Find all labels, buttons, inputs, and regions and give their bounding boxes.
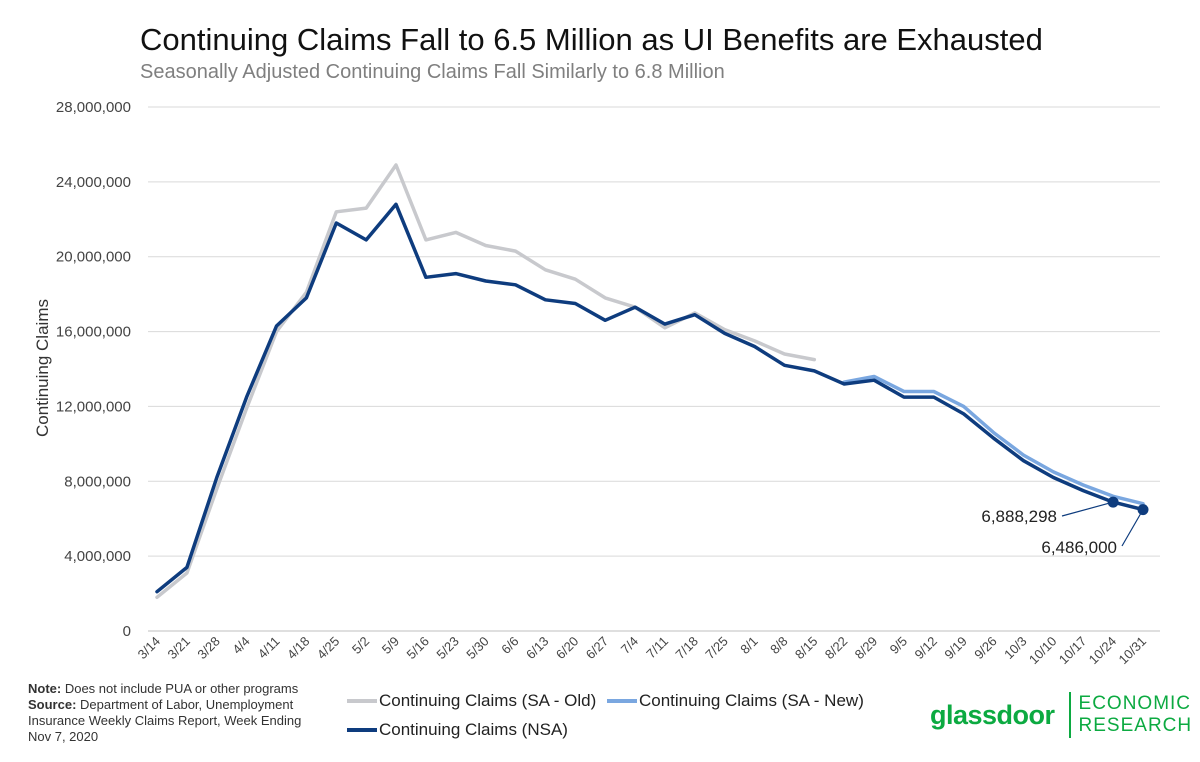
footnote: Note: Does not include PUA or other prog… [28, 681, 328, 745]
x-tick-label: 3/14 [135, 634, 164, 663]
x-tick-label: 3/21 [164, 634, 193, 663]
chart-title: Continuing Claims Fall to 6.5 Million as… [140, 22, 1043, 57]
x-tick-label: 7/18 [672, 634, 701, 663]
annotations: 6,888,298 6,486,000 [981, 496, 1149, 557]
x-tick-label: 4/4 [229, 634, 252, 657]
logo-line-1: ECONOMIC [1078, 693, 1192, 714]
x-tick-label: 7/4 [618, 634, 641, 657]
logo-economic-research: ECONOMIC RESEARCH [1079, 693, 1193, 737]
legend-label-sa-new: Continuing Claims (SA - New) [639, 691, 864, 710]
x-tick-label: 10/17 [1056, 634, 1090, 668]
series-line-continuing-claims-sa-old [155, 163, 817, 600]
x-axis-ticks: 3/14 3/21 3/28 4/4 4/11 4/18 4/25 5/2 5/9 5/16 5/2… [135, 634, 1150, 668]
annotation-leader [1121, 509, 1144, 547]
x-tick-label: 7/25 [702, 634, 731, 663]
series-lines [155, 163, 1145, 600]
x-tick-label: 9/19 [941, 634, 970, 663]
legend-swatch-sa-old [347, 699, 377, 703]
x-tick-label: 6/13 [523, 634, 552, 663]
x-tick-label: 10/3 [1001, 634, 1030, 663]
x-tick-label: 4/18 [284, 634, 313, 663]
x-tick-label: 4/11 [255, 634, 283, 662]
y-tick-label: 24,000,000 [56, 174, 131, 191]
note-label: Note: [28, 681, 62, 696]
data-label: 6,486,000 [1041, 538, 1117, 557]
y-tick-label: 28,000,000 [56, 99, 131, 116]
x-tick-label: 6/20 [553, 634, 582, 663]
y-axis-title: Continuing Claims [33, 299, 52, 437]
note-text: Does not include PUA or other programs [61, 681, 299, 696]
data-label: 6,888,298 [981, 507, 1057, 526]
annotation-leader [1061, 501, 1114, 517]
line-chart: 0 4,000,000 8,000,000 12,000,000 16,000,000 2… [33, 99, 1160, 668]
x-tick-label: 10/10 [1026, 634, 1060, 668]
legend-label-sa-old: Continuing Claims (SA - Old) [379, 691, 597, 710]
x-tick-label: 9/26 [971, 634, 1000, 663]
y-tick-label: 20,000,000 [56, 249, 131, 266]
x-tick-label: 6/6 [498, 634, 521, 657]
y-tick-label: 8,000,000 [64, 473, 131, 490]
x-tick-label: 5/9 [379, 634, 402, 657]
series-line-continuing-claims-sa-new [842, 374, 1145, 506]
x-tick-label: 6/27 [583, 634, 612, 663]
annotation-marker [1137, 504, 1149, 516]
glassdoor-logo: glassdoor ECONOMIC RESEARCH [930, 692, 1192, 738]
x-tick-label: 8/8 [767, 634, 790, 657]
legend-swatch-nsa [347, 728, 377, 732]
x-tick-label: 5/23 [433, 634, 462, 663]
y-tick-label: 12,000,000 [56, 398, 131, 415]
x-tick-label: 5/2 [349, 634, 372, 657]
x-tick-label: 7/11 [643, 634, 671, 662]
y-tick-label: 0 [123, 623, 131, 640]
legend-label-nsa: Continuing Claims (NSA) [379, 720, 568, 739]
x-tick-label: 8/15 [792, 634, 821, 663]
logo-wordmark: glassdoor [930, 699, 1055, 730]
x-tick-label: 8/29 [852, 634, 881, 663]
x-tick-label: 3/28 [194, 634, 223, 663]
y-axis-ticks: 0 4,000,000 8,000,000 12,000,000 16,000,000 2… [56, 99, 131, 640]
x-tick-label: 4/25 [314, 634, 343, 663]
source-text: Department of Labor, Unemployment Insura… [28, 697, 302, 744]
source-label: Source: [28, 697, 77, 712]
legend-swatch-sa-new [607, 699, 637, 703]
annotation-marker [1107, 496, 1119, 508]
x-tick-label: 10/24 [1086, 634, 1120, 668]
x-tick-label: 8/1 [737, 634, 760, 657]
legend-item-sa-new: Continuing Claims (SA - New) [607, 691, 864, 711]
x-tick-label: 9/12 [911, 634, 940, 663]
y-tick-label: 4,000,000 [64, 548, 131, 565]
chart-subtitle: Seasonally Adjusted Continuing Claims Fa… [140, 61, 725, 83]
logo-line-2: RESEARCH [1078, 715, 1193, 736]
x-tick-label: 9/5 [887, 634, 910, 657]
x-tick-label: 5/16 [404, 634, 433, 663]
x-tick-label: 10/31 [1116, 634, 1150, 668]
logo-divider [1068, 692, 1071, 738]
legend-item-sa-old: Continuing Claims (SA - Old) [347, 691, 596, 711]
legend-item-nsa: Continuing Claims (NSA) [347, 720, 568, 740]
y-tick-label: 16,000,000 [56, 324, 131, 341]
x-tick-label: 5/30 [463, 634, 492, 663]
x-tick-label: 8/22 [822, 634, 851, 663]
series-line-continuing-claims-nsa [155, 202, 1145, 594]
gridlines [148, 106, 1160, 632]
